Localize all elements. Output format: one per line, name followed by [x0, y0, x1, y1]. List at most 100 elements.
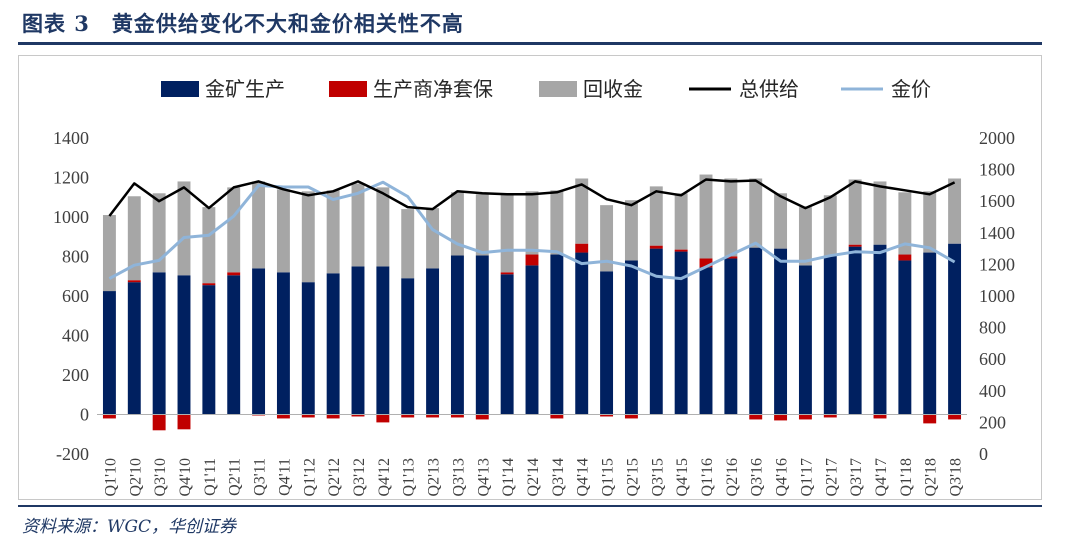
right-tick-label: 1200 [979, 254, 1015, 274]
legend-label: 回收金 [583, 78, 643, 101]
left-tick-label: 800 [62, 247, 89, 267]
bar-recycle [948, 178, 962, 244]
bar-mine [674, 251, 688, 415]
bar-mine [749, 247, 763, 415]
bar-mine [276, 272, 290, 415]
x-tick-label: Q1'18 [898, 458, 915, 496]
bar-hedge [326, 414, 340, 419]
bar-hedge [127, 280, 141, 283]
bar-hedge [301, 414, 315, 418]
bar-recycle [749, 178, 763, 248]
x-tick-label: Q2'14 [525, 458, 542, 496]
bar-mine [848, 246, 862, 415]
bar-mine [127, 282, 141, 415]
bar-mine [475, 255, 489, 415]
left-tick-label: 200 [62, 365, 89, 385]
bar-recycle [152, 193, 166, 273]
right-tick-label: 2000 [979, 128, 1015, 148]
right-y-axis: 0 200 400 600 800 1000 1200 1400 1600 1800 2000 [979, 128, 1015, 464]
bar-mine [326, 273, 340, 415]
x-tick-label: Q4'17 [873, 458, 890, 496]
bar-hedge [724, 256, 738, 259]
x-tick-label: Q3'14 [550, 458, 567, 496]
bar-recycle [301, 191, 315, 283]
x-tick-label: Q2'15 [624, 458, 641, 496]
legend-label: 总供给 [739, 78, 799, 101]
bar-mine [227, 275, 241, 415]
bar-recycle [177, 181, 191, 276]
left-tick-label: 1200 [53, 168, 89, 188]
bar-hedge [923, 414, 937, 424]
line-total-supply [108, 178, 956, 217]
x-tick-label: Q2'13 [426, 458, 443, 496]
bar-recycle [575, 178, 589, 244]
x-tick-label: Q4'10 [177, 458, 194, 496]
x-tick-label: Q4'14 [575, 458, 592, 496]
x-tick-label: Q2'11 [227, 458, 244, 496]
bar-hedge [774, 414, 788, 421]
x-axis: Q1'10 Q2'10 Q3'10 Q4'10 Q1'11 Q2'11 Q3'11 Q4'11… [102, 458, 964, 496]
source-note: 资料来源：WGC，华创证券 [22, 517, 237, 537]
bar-mine [500, 274, 514, 415]
bar-mine [351, 266, 365, 415]
bar-recycle [500, 194, 514, 273]
bar-mine [177, 275, 191, 415]
right-tick-label: 600 [979, 349, 1006, 369]
x-tick-label: Q1'17 [798, 458, 815, 496]
bar-recycle [252, 181, 266, 269]
bar-recycle [202, 207, 216, 284]
bar-mine [898, 260, 912, 415]
right-tick-label: 1000 [979, 286, 1015, 306]
right-tick-label: 200 [979, 412, 1006, 432]
x-tick-label: Q3'16 [749, 458, 766, 496]
bar-hedge [823, 414, 837, 418]
bar-mine [948, 243, 962, 415]
x-tick-label: Q3'15 [649, 458, 666, 496]
left-tick-label: -200 [56, 444, 89, 464]
left-tick-label: 0 [80, 405, 89, 425]
bar-hedge [152, 414, 166, 431]
bar-recycle [774, 193, 788, 249]
right-tick-label: 1600 [979, 191, 1015, 211]
bar-recycle [823, 195, 837, 256]
right-tick-label: 0 [979, 444, 988, 464]
bar-mine [252, 268, 266, 415]
bar-hedge [227, 272, 241, 276]
bar-recycle [798, 207, 812, 266]
bar-hedge [450, 414, 464, 418]
bar-mine [575, 252, 589, 415]
bar-hedge [600, 414, 614, 417]
right-tick-label: 1400 [979, 223, 1015, 243]
x-tick-label: Q1'10 [102, 458, 119, 496]
bar-mine [699, 267, 713, 415]
bar-mine [550, 254, 564, 415]
bar-recycle [674, 193, 688, 250]
bar-recycle [848, 179, 862, 245]
report-header: 图表 3 黄金供给变化不大和金价相关性不高 [0, 0, 1080, 44]
x-tick-label: Q2'18 [923, 458, 940, 496]
bar-hedge [948, 414, 962, 420]
x-tick-label: Q2'17 [823, 458, 840, 496]
x-tick-label: Q1'16 [699, 458, 716, 496]
legend-label: 金价 [891, 78, 931, 101]
bar-mine [152, 272, 166, 415]
x-tick-label: Q2'16 [724, 458, 741, 496]
bar-mine [624, 260, 638, 415]
bar-recycle [724, 178, 738, 257]
bar-mine [774, 248, 788, 415]
bar-mine [873, 244, 887, 415]
bar-hedge [525, 254, 539, 266]
gold-supply-chart: 金矿生产 生产商净套保 回收金 总供给 金价 -200 0 200 400 600 800 1000… [53, 78, 1015, 496]
bar-hedge [798, 414, 812, 420]
legend-swatch [539, 81, 577, 97]
bar-recycle [475, 194, 489, 256]
x-tick-label: Q2'12 [326, 458, 343, 496]
bar-recycle [351, 183, 365, 267]
x-tick-label: Q3'18 [948, 458, 965, 496]
right-tick-label: 1800 [979, 160, 1015, 180]
left-tick-label: 600 [62, 286, 89, 306]
x-tick-label: Q1'12 [301, 458, 318, 496]
bar-recycle [600, 205, 614, 272]
bar-recycle [376, 187, 390, 267]
bar-hedge [426, 414, 440, 418]
